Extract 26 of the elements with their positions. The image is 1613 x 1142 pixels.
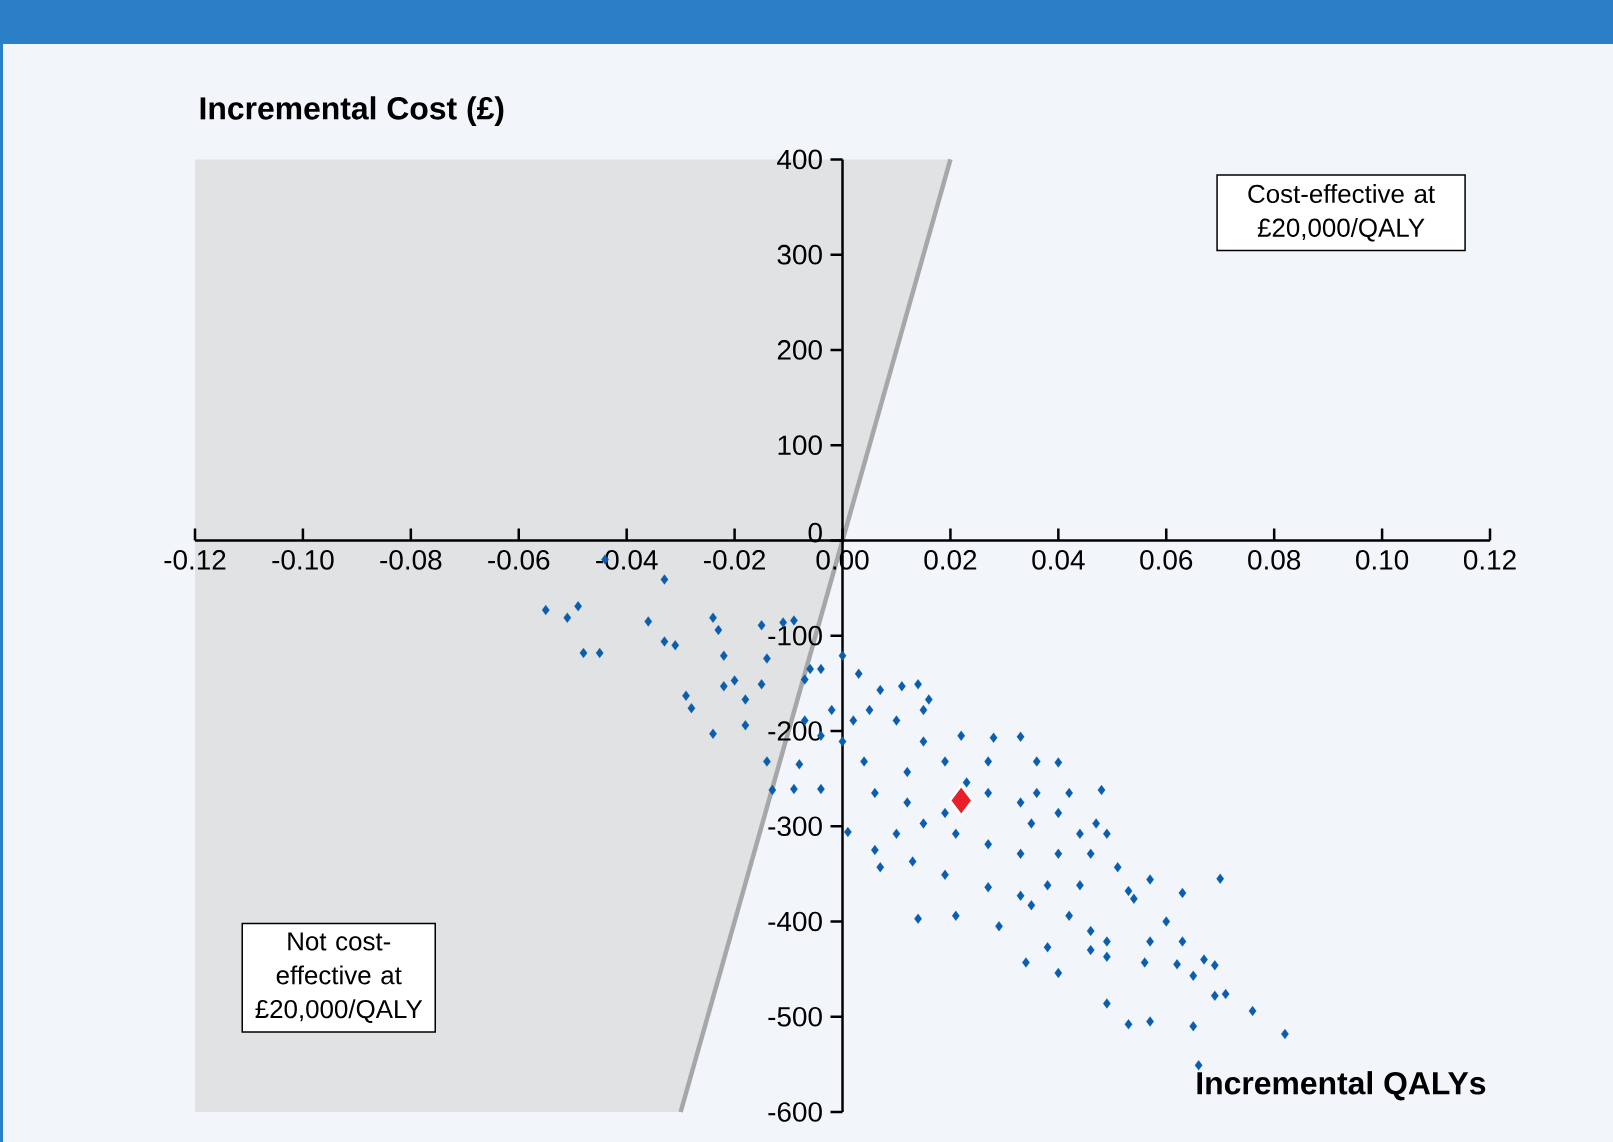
- x-tick-label: -0.10: [272, 550, 334, 570]
- y-tick-label: 300: [777, 244, 822, 265]
- y-tick-label: 100: [778, 435, 822, 456]
- x-tick-label: -0.04: [596, 550, 658, 570]
- annotation: Cost-effective at £20,000/QALY: [1248, 184, 1435, 242]
- y-tick-label: -600: [768, 1102, 822, 1122]
- x-tick-label: 0.04: [1032, 550, 1085, 570]
- x-tick-label: -0.12: [164, 550, 226, 570]
- x-tick-label: 0.08: [1248, 550, 1301, 570]
- x-tick-label: -0.08: [380, 550, 442, 570]
- x-tick-label: 0.06: [1140, 550, 1193, 570]
- y-tick-label: -500: [768, 1006, 822, 1027]
- y-axis-title: Incremental Cost (£): [200, 96, 504, 126]
- x-tick-label: 0.10: [1356, 550, 1409, 570]
- y-tick-label: 200: [777, 340, 822, 360]
- x-tick-label: -0.06: [488, 550, 550, 570]
- y-tick-label: -100: [768, 625, 822, 646]
- x-tick-label: 0.12: [1463, 550, 1516, 570]
- x-tick-label: 0.02: [924, 550, 977, 570]
- y-tick-label: -400: [768, 911, 822, 932]
- x-axis-title: Incremental QALYs: [1197, 1071, 1486, 1101]
- y-tick-label: -300: [768, 816, 822, 837]
- annotation: Not cost-effective at £20,000/QALY: [255, 932, 423, 1023]
- y-tick-label: -200: [768, 721, 822, 741]
- x-tick-label: -0.02: [704, 550, 765, 570]
- y-tick-label: 400: [777, 149, 822, 170]
